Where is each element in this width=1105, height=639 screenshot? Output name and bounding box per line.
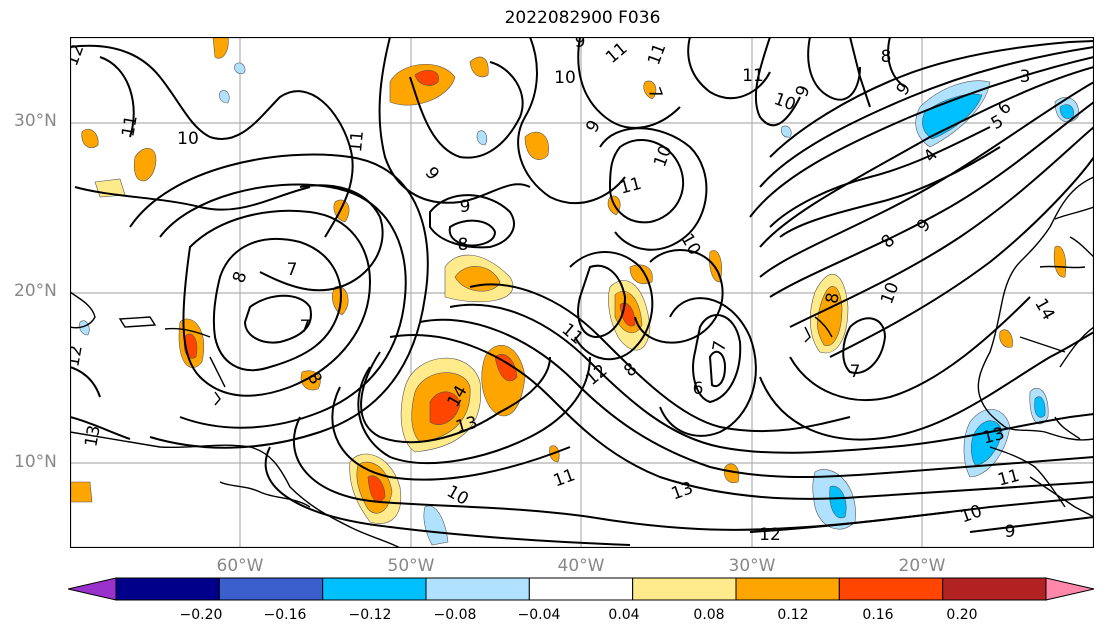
contour-label: 3 (1020, 67, 1031, 87)
colorbar-segment (218, 577, 324, 601)
positive-anomaly-patch (414, 69, 439, 86)
positive-anomaly-patch (133, 148, 157, 182)
map-title: 2022082900 F036 (504, 8, 661, 28)
lon-label-60w: 60°W (216, 556, 264, 576)
lon-label-50w: 50°W (387, 556, 435, 576)
positive-anomaly-patch (81, 128, 99, 149)
positive-anomaly-patch (643, 80, 657, 100)
lon-label-30w: 30°W (728, 556, 776, 576)
anomaly-shading (70, 37, 1079, 546)
contour-label: 7 (709, 339, 731, 353)
contour-label: 9 (575, 37, 586, 52)
contour-label: 8 (881, 47, 892, 67)
colorbar-extend-high (1045, 577, 1095, 601)
colorbar-tick: 0.12 (777, 607, 809, 623)
colorbar-tick: 0.04 (608, 607, 640, 623)
contour-label: 8 (620, 359, 641, 381)
lat-label-20n: 20°N (14, 281, 57, 301)
lon-label-20w: 20°W (898, 556, 946, 576)
contour-label: 8 (878, 231, 900, 253)
positive-anomaly-patch (70, 481, 93, 503)
colorbar-segment (425, 577, 530, 601)
negative-anomaly-patch (476, 130, 488, 146)
contour-label: 11 (118, 114, 141, 139)
positive-anomaly-patch (1053, 245, 1067, 278)
contour-label: 10 (554, 68, 576, 88)
colorbar-tick: −0.12 (348, 607, 392, 623)
lon-label-40w: 40°W (557, 556, 605, 576)
negative-anomaly-patch (829, 485, 847, 519)
contour-label: 9 (1005, 522, 1016, 542)
colorbar-tick: −0.04 (517, 607, 561, 623)
contour-label: 7 (287, 260, 298, 280)
negative-anomaly-patch (781, 125, 792, 138)
negative-anomaly-patch (1034, 396, 1046, 418)
contour-label: 11 (742, 66, 764, 86)
positive-anomaly-patch (481, 345, 526, 417)
contour-label: 12 (759, 525, 781, 545)
contour-label: 12 (70, 344, 87, 369)
colorbar-tick: 0.16 (862, 607, 894, 623)
negative-anomaly-patch (234, 62, 246, 74)
colorbar-segment (838, 577, 944, 601)
positive-anomaly-patch (212, 37, 229, 59)
contour-label: 8 (458, 235, 469, 255)
contour-label: 10 (650, 143, 676, 170)
contour-label: 11 (557, 320, 586, 349)
contour-label: 9 (913, 215, 935, 236)
colorbar-segment (942, 577, 1047, 601)
contour-label: 10 (177, 129, 199, 149)
colorbar-tick: 0.20 (946, 607, 978, 623)
contour-label: 11 (551, 465, 578, 491)
contour-label: 7 (300, 317, 311, 337)
positive-anomaly-patch (469, 56, 489, 78)
contour-label: 12 (582, 361, 611, 390)
colorbar-segment (115, 577, 220, 601)
contour-label: 9 (582, 117, 605, 136)
colorbar-tick: −0.16 (263, 607, 307, 623)
positive-anomaly-patch (817, 286, 843, 347)
contour-label: 11 (644, 41, 670, 68)
contour-label: 8 (822, 291, 844, 305)
lat-label-30n: 30°N (14, 111, 57, 131)
colorbar-tick: −0.08 (433, 607, 477, 623)
contour-label: 13 (81, 424, 104, 449)
colorbar-segment (528, 577, 634, 601)
contour-label: 13 (669, 478, 696, 504)
lat-label-10n: 10°N (14, 452, 57, 472)
contour-labels: 12 11 10 8 7 7 8 9 11 9 8 9 10 11 11 9 1… (70, 37, 1058, 545)
negative-anomaly-patch (219, 90, 230, 104)
map-frame (70, 37, 1094, 548)
map-panel: 12 11 10 8 7 7 8 9 11 9 8 9 10 11 11 9 1… (70, 37, 1094, 548)
contour-label: 4 (920, 145, 942, 166)
colorbar-segment (632, 577, 737, 601)
contour-label: 9 (421, 163, 443, 184)
colorbar-tick: 0.08 (693, 607, 725, 623)
positive-anomaly-patch (524, 131, 549, 160)
contour-label: 6 (693, 379, 704, 399)
positive-anomaly-patch (389, 64, 456, 106)
positive-anomaly-patch (999, 329, 1013, 348)
height-contours (70, 37, 1094, 546)
negative-anomaly-patch (423, 505, 449, 546)
colorbar-segment (322, 577, 427, 601)
coastlines (70, 176, 1094, 548)
contour-label: 11 (618, 174, 644, 199)
colorbar-tick: −0.20 (179, 607, 223, 623)
contour-label: 11 (346, 130, 368, 153)
contour-label: 10 (877, 280, 903, 307)
colorbar-extend-low (68, 577, 117, 601)
contour-label: 11 (602, 39, 631, 68)
positive-anomaly-patch (429, 391, 461, 425)
contour-label: 14 (1030, 295, 1058, 324)
positive-anomaly-patch (367, 475, 386, 502)
colorbar-segment (735, 577, 840, 601)
contour-label: 7 (850, 362, 861, 382)
colorbar (68, 577, 1095, 601)
contour-label: 10 (958, 501, 985, 527)
positive-anomaly-patch (494, 354, 518, 382)
contour-label: 9 (460, 197, 471, 217)
positive-anomaly-patch (724, 463, 740, 484)
